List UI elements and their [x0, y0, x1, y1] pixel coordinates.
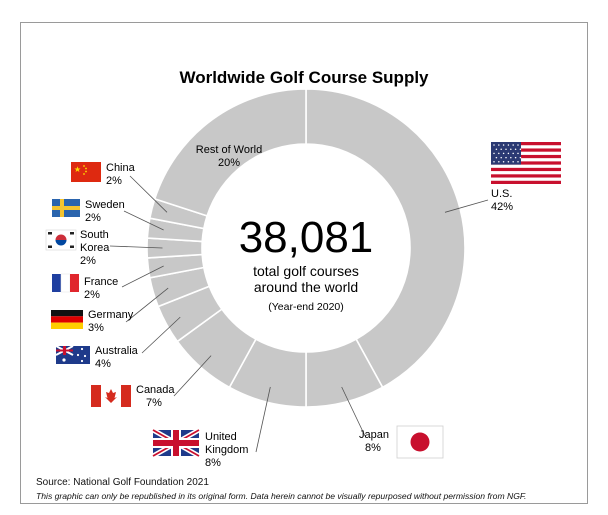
label-china-name: China [106, 162, 136, 174]
svg-text:★: ★ [74, 165, 81, 174]
center-line2: around the world [254, 279, 358, 295]
label-sweden-value: 2% [85, 212, 101, 224]
label-sweden-name: Sweden [85, 199, 125, 211]
sweden-flag-icon [52, 199, 80, 217]
south-korea-flag-icon [45, 229, 77, 251]
china-flag-icon: ★ [71, 162, 101, 182]
center-note: (Year-end 2020) [268, 301, 344, 313]
label-canada-name: Canada [136, 384, 175, 396]
leader-lines [109, 175, 489, 453]
label-uk-value: 8% [205, 457, 221, 469]
canada-flag-icon [91, 385, 131, 407]
disclaimer-note: This graphic can only be republished in … [36, 491, 527, 501]
label-france-value: 2% [84, 289, 100, 301]
france-flag-icon [52, 273, 79, 293]
chart-title: Worldwide Golf Course Supply [179, 68, 429, 87]
label-us-name: U.S. [491, 188, 512, 200]
leader-uk [255, 386, 271, 453]
label-south-korea-line2: Korea [80, 242, 110, 254]
source-note: Source: National Golf Foundation 2021 [36, 477, 209, 488]
label-germany-name: Germany [88, 309, 134, 321]
leader-sweden [123, 210, 164, 231]
label-canada-value: 7% [146, 397, 162, 409]
leader-japan [341, 386, 366, 437]
label-china-value: 2% [106, 175, 122, 187]
label-uk-line1: United [205, 431, 237, 443]
label-australia-value: 4% [95, 358, 111, 370]
label-france-name: France [84, 276, 118, 288]
label-us-value: 42% [491, 201, 513, 213]
australia-flag-icon [55, 345, 90, 364]
label-south-korea-line1: South [80, 229, 109, 241]
leader-south-korea [109, 245, 163, 249]
japan-flag-icon [396, 425, 444, 459]
germany-flag-icon [51, 310, 83, 329]
slice-us [305, 88, 466, 389]
label-australia-name: Australia [95, 345, 139, 357]
uk-flag-icon [151, 427, 201, 459]
label-japan-value: 8% [365, 442, 381, 454]
leader-china [129, 175, 168, 213]
leader-canada [173, 355, 212, 397]
label-japan-name: Japan [359, 429, 389, 441]
leader-germany [125, 287, 169, 323]
label-uk-line2: Kingdom [205, 444, 248, 456]
slice-rest-of-world [153, 88, 307, 217]
center-total: 38,081 [239, 213, 374, 262]
center-line1: total golf courses [253, 263, 359, 279]
us-flag-icon [491, 142, 561, 184]
label-rest-of-world-name: Rest of World [196, 144, 262, 156]
label-south-korea-value: 2% [80, 255, 96, 267]
leader-us [444, 199, 489, 213]
donut-slices [146, 88, 466, 408]
label-rest-of-world-value: 20% [218, 157, 240, 169]
leader-france [121, 265, 164, 288]
leader-australia [141, 316, 181, 354]
label-germany-value: 3% [88, 322, 104, 334]
